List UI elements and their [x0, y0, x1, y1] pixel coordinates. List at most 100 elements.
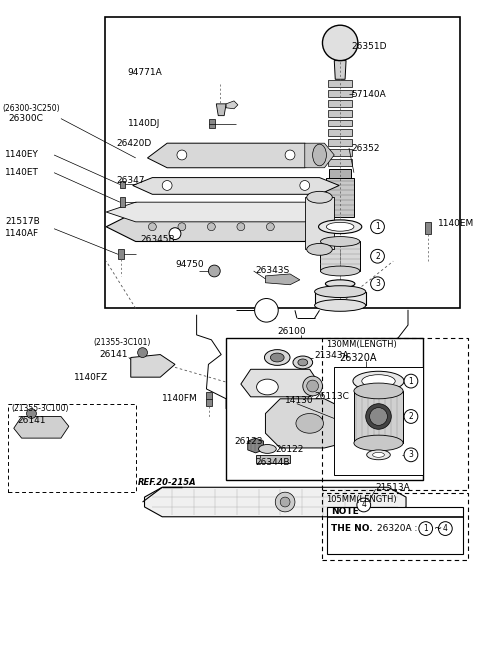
Polygon shape [248, 438, 264, 453]
Polygon shape [328, 100, 352, 107]
Polygon shape [328, 110, 352, 117]
Ellipse shape [325, 280, 355, 288]
Text: 26351D: 26351D [351, 42, 386, 51]
Text: 26343S: 26343S [256, 267, 290, 275]
Text: 21343A: 21343A [314, 351, 349, 360]
Text: 26420D: 26420D [116, 139, 151, 148]
Text: (21355-3C101): (21355-3C101) [94, 338, 151, 348]
Circle shape [237, 223, 245, 231]
Circle shape [438, 522, 452, 535]
Circle shape [280, 497, 290, 507]
Circle shape [254, 298, 278, 322]
Text: 3: 3 [408, 450, 413, 459]
Circle shape [138, 348, 147, 357]
Polygon shape [425, 222, 431, 234]
Polygon shape [326, 177, 354, 217]
Bar [334, 367, 423, 476]
Bar [323, 493, 468, 560]
Polygon shape [339, 413, 379, 438]
Text: 26141: 26141 [18, 416, 46, 425]
Ellipse shape [259, 445, 276, 453]
Polygon shape [133, 177, 339, 194]
Polygon shape [265, 274, 300, 284]
Text: 1: 1 [375, 222, 380, 231]
Text: 26320A :: 26320A : [376, 524, 417, 533]
Circle shape [300, 181, 310, 191]
Text: 1140EM: 1140EM [437, 219, 474, 228]
Polygon shape [328, 80, 352, 87]
Text: 26352: 26352 [351, 144, 380, 152]
Text: 2: 2 [375, 252, 380, 261]
Ellipse shape [366, 403, 391, 429]
Text: 2: 2 [408, 412, 413, 421]
Bar [323, 338, 468, 490]
Text: 1140AF: 1140AF [5, 229, 39, 238]
Ellipse shape [293, 356, 312, 369]
Text: REF.20-215A: REF.20-215A [138, 478, 196, 487]
Ellipse shape [354, 383, 403, 399]
Ellipse shape [298, 359, 308, 366]
Polygon shape [354, 391, 403, 443]
Text: (26300-3C250): (26300-3C250) [2, 104, 60, 113]
Polygon shape [209, 119, 216, 128]
Text: 26345B: 26345B [141, 235, 175, 244]
Text: 26100: 26100 [277, 327, 306, 336]
Polygon shape [328, 139, 352, 146]
Text: THE NO.: THE NO. [331, 524, 373, 533]
Polygon shape [226, 101, 238, 109]
Bar [105, 17, 460, 308]
Polygon shape [14, 417, 69, 438]
Circle shape [285, 150, 295, 160]
Circle shape [303, 376, 323, 396]
Polygon shape [241, 369, 320, 397]
Text: 4: 4 [443, 524, 448, 533]
Ellipse shape [312, 144, 326, 166]
Bar [226, 338, 423, 480]
Ellipse shape [372, 453, 384, 457]
Ellipse shape [314, 300, 366, 311]
Text: 26320A: 26320A [339, 353, 377, 363]
Circle shape [404, 448, 418, 462]
Text: 26123: 26123 [234, 436, 263, 445]
Ellipse shape [319, 220, 362, 234]
Polygon shape [328, 129, 352, 136]
Text: 14130: 14130 [285, 396, 314, 405]
Circle shape [404, 409, 418, 423]
Polygon shape [118, 250, 124, 260]
Circle shape [323, 25, 358, 60]
Polygon shape [305, 197, 334, 250]
Ellipse shape [307, 244, 332, 256]
Circle shape [404, 374, 418, 388]
Circle shape [371, 220, 384, 234]
Text: 1140ET: 1140ET [5, 168, 39, 177]
Text: 94750: 94750 [175, 260, 204, 269]
Ellipse shape [296, 413, 324, 433]
Ellipse shape [367, 450, 390, 460]
Polygon shape [329, 169, 351, 177]
Bar [327, 507, 463, 554]
Text: NOTE: NOTE [331, 507, 359, 516]
Text: 26344B: 26344B [256, 458, 290, 467]
Circle shape [162, 181, 172, 191]
Polygon shape [131, 355, 175, 377]
Circle shape [177, 150, 187, 160]
Ellipse shape [321, 237, 360, 246]
Text: 26300C: 26300C [8, 114, 43, 123]
Text: (21355-3C100): (21355-3C100) [12, 404, 69, 413]
Circle shape [148, 223, 156, 231]
Ellipse shape [321, 266, 360, 276]
Circle shape [208, 265, 220, 277]
Polygon shape [144, 487, 406, 517]
Text: 21517B: 21517B [5, 217, 40, 226]
Polygon shape [314, 292, 366, 306]
Ellipse shape [326, 222, 354, 231]
Text: 94771A: 94771A [128, 68, 163, 77]
Circle shape [169, 228, 181, 240]
Text: 21513A: 21513A [375, 483, 410, 492]
Bar [8, 403, 136, 492]
Polygon shape [256, 455, 290, 463]
Circle shape [207, 223, 216, 231]
Circle shape [419, 522, 432, 535]
Ellipse shape [354, 435, 403, 451]
Ellipse shape [362, 374, 395, 388]
